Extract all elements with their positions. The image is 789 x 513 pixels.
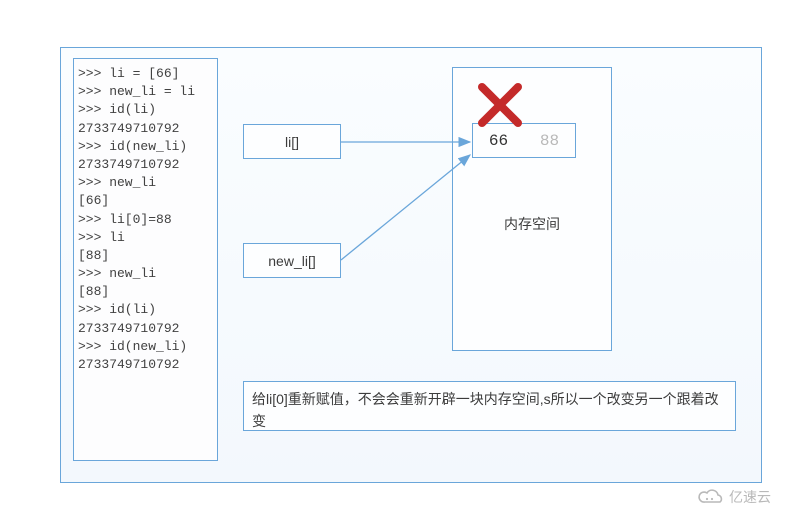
code-text: >>> li = [66] >>> new_li = li >>> id(li)… — [74, 59, 217, 380]
explanation-text: 给li[0]重新赋值，不会会重新开辟一块内存空间,s所以一个改变另一个跟着改变 — [252, 391, 719, 429]
watermark-text: 亿速云 — [729, 487, 771, 507]
var-box-new-li: new_li[] — [243, 243, 341, 278]
memory-block: 内存空间 — [452, 67, 612, 351]
var-box-new-li-label: new_li[] — [268, 253, 315, 269]
var-box-li-label: li[] — [285, 134, 299, 150]
memory-old-value: 66 — [489, 132, 508, 150]
memory-value-box: 66 88 — [472, 123, 576, 158]
memory-new-value: 88 — [540, 132, 559, 150]
code-panel: >>> li = [66] >>> new_li = li >>> id(li)… — [73, 58, 218, 461]
cloud-icon — [697, 488, 725, 506]
explanation-note: 给li[0]重新赋值，不会会重新开辟一块内存空间,s所以一个改变另一个跟着改变 — [243, 381, 736, 431]
watermark: 亿速云 — [697, 487, 771, 507]
var-box-li: li[] — [243, 124, 341, 159]
memory-label: 内存空间 — [453, 214, 611, 234]
